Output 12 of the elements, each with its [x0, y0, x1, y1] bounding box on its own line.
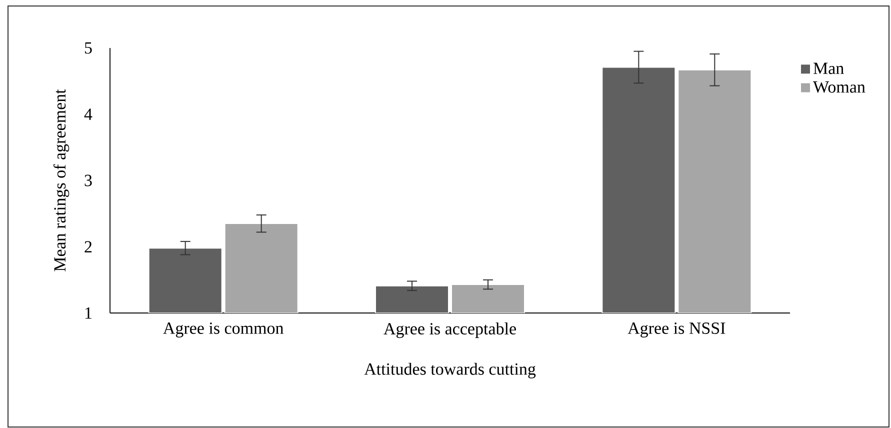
- y-tick-label: 4: [84, 108, 92, 120]
- y-tick-label: 3: [84, 174, 92, 186]
- x-axis-title: Attitudes towards cutting: [364, 362, 536, 378]
- y-axis-title: Mean ratings of agreement: [53, 89, 70, 272]
- x-tick-label: Agree is NSSI: [628, 322, 726, 338]
- legend-label: Woman: [813, 81, 866, 93]
- y-tick-label: 1: [85, 307, 92, 319]
- y-tick-label: 2: [84, 241, 92, 252]
- x-tick-label: Agree is acceptable: [384, 322, 516, 338]
- legend-label: Man: [813, 62, 844, 74]
- x-tick-label: Agree is common: [163, 322, 284, 338]
- y-tick-label: 5: [84, 42, 92, 54]
